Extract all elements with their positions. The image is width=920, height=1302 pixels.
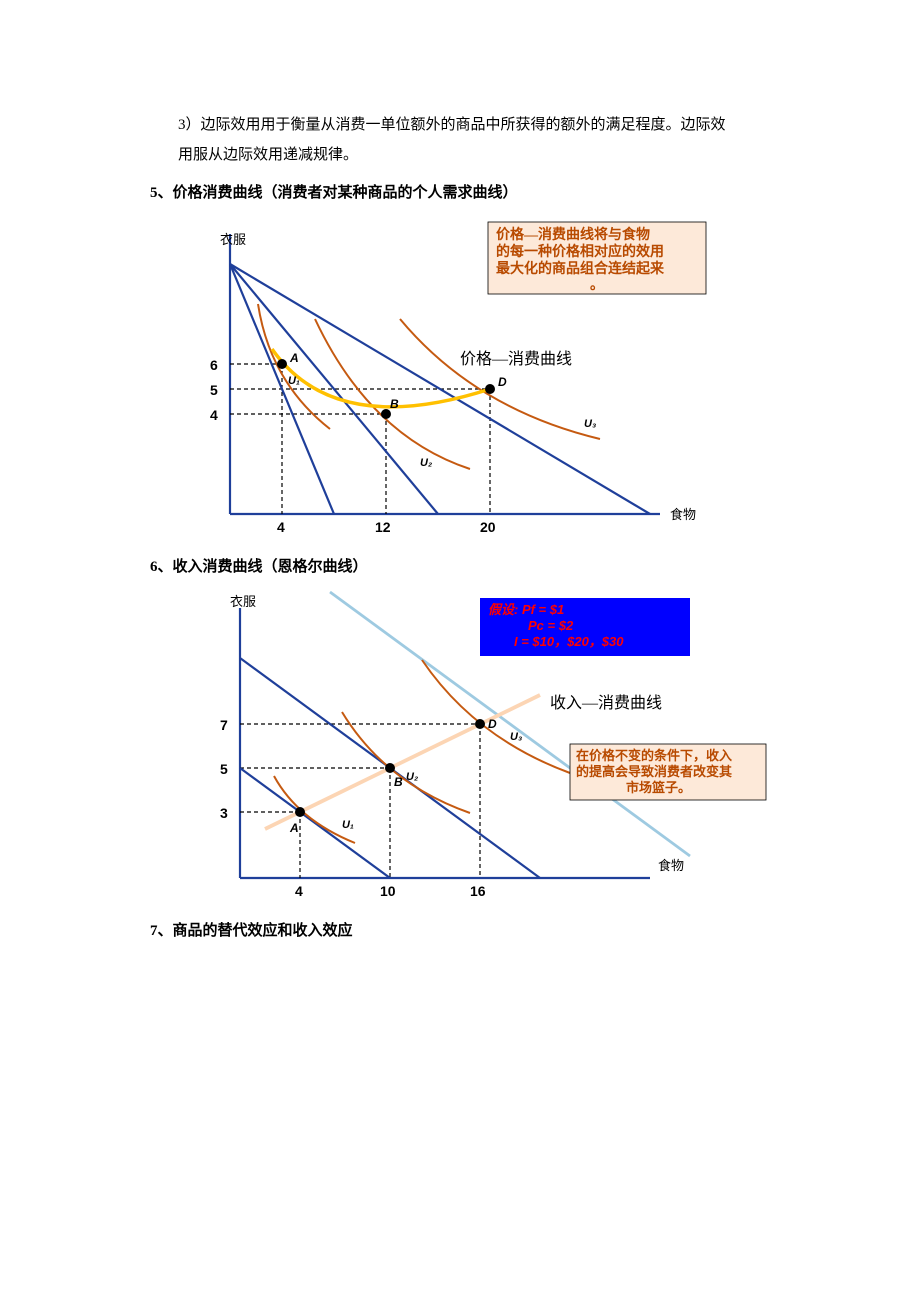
c1-callout-l1: 价格—消费曲线将与食物	[496, 226, 650, 243]
label-b: B	[390, 397, 399, 411]
income-consumption-chart: 假设: Pf = $1 Pc = $2 I = $10，$20，$30	[170, 588, 800, 908]
point2-a	[295, 807, 305, 817]
assump-l2: Pc = $2	[528, 618, 574, 633]
c2-callout-l1: 在价格不变的条件下，收入	[576, 748, 732, 763]
section-5-heading: 5、价格消费曲线（消费者对某种商品的个人需求曲线）	[120, 178, 800, 208]
assump-l3: I = $10，$20，$30	[514, 634, 624, 649]
label2-b: B	[394, 775, 403, 789]
ytick-6: 6	[210, 357, 218, 373]
label2-u2: U₂	[406, 771, 418, 783]
x-axis-label-1: 食物	[670, 507, 696, 522]
label-d: D	[498, 375, 507, 389]
ytick-5: 5	[210, 382, 218, 398]
xtick-20: 20	[480, 519, 496, 535]
section-6-heading: 6、收入消费曲线（恩格尔曲线）	[120, 552, 800, 582]
intro-line-2: 用服从边际效用递减规律。	[120, 140, 800, 170]
c1-callout-l4: 。	[590, 278, 604, 293]
y-axis-label-2: 衣服	[230, 594, 256, 609]
icc-title: 收入—消费曲线	[550, 694, 662, 712]
indiff2-u2	[342, 712, 470, 813]
label2-a: A	[289, 821, 299, 835]
xtick2-16: 16	[470, 883, 486, 899]
intro-line-1: 3）边际效用用于衡量从消费一单位额外的商品中所获得的额外的满足程度。边际效	[120, 110, 800, 140]
xtick2-4: 4	[295, 883, 303, 899]
budget-b1	[240, 768, 390, 878]
xtick-4: 4	[277, 519, 285, 535]
pcc-title: 价格—消费曲线	[460, 350, 572, 368]
ytick2-3: 3	[220, 805, 228, 821]
point2-b	[385, 763, 395, 773]
indiff2-u1	[274, 776, 355, 843]
y-axis-label-1: 衣服	[220, 232, 246, 247]
ytick-4: 4	[210, 407, 218, 423]
ytick2-5: 5	[220, 761, 228, 777]
income-consumption-curve	[265, 695, 540, 829]
point-a	[277, 359, 287, 369]
label2-u3: U₃	[510, 731, 522, 743]
xtick2-10: 10	[380, 883, 396, 899]
c1-callout-l2: 的每一种价格相对应的效用	[496, 243, 664, 260]
point-d	[485, 384, 495, 394]
section-7-heading: 7、商品的替代效应和收入效应	[120, 916, 800, 946]
indiff-u1	[258, 304, 330, 429]
label-a: A	[289, 351, 299, 365]
label2-u1: U₁	[342, 819, 354, 831]
assump-l1: 假设: Pf = $1	[488, 602, 564, 617]
label-u3: U₃	[584, 418, 596, 430]
price-consumption-curve	[272, 349, 490, 407]
c2-callout-l2: 的提高会导致消费者改变其	[576, 764, 732, 779]
label-u1: U₁	[288, 375, 300, 387]
ytick2-7: 7	[220, 717, 228, 733]
c2-callout-l3: 市场篮子。	[626, 780, 691, 795]
x-axis-label-2: 食物	[658, 858, 684, 873]
label2-d: D	[488, 717, 497, 731]
price-consumption-chart: 价格—消费曲线将与食物 的每一种价格相对应的效用 最大化的商品组合连结起来 。	[170, 214, 800, 544]
xtick-12: 12	[375, 519, 391, 535]
point2-d	[475, 719, 485, 729]
c1-callout-l3: 最大化的商品组合连结起来	[496, 260, 665, 277]
label-u2: U₂	[420, 457, 432, 469]
